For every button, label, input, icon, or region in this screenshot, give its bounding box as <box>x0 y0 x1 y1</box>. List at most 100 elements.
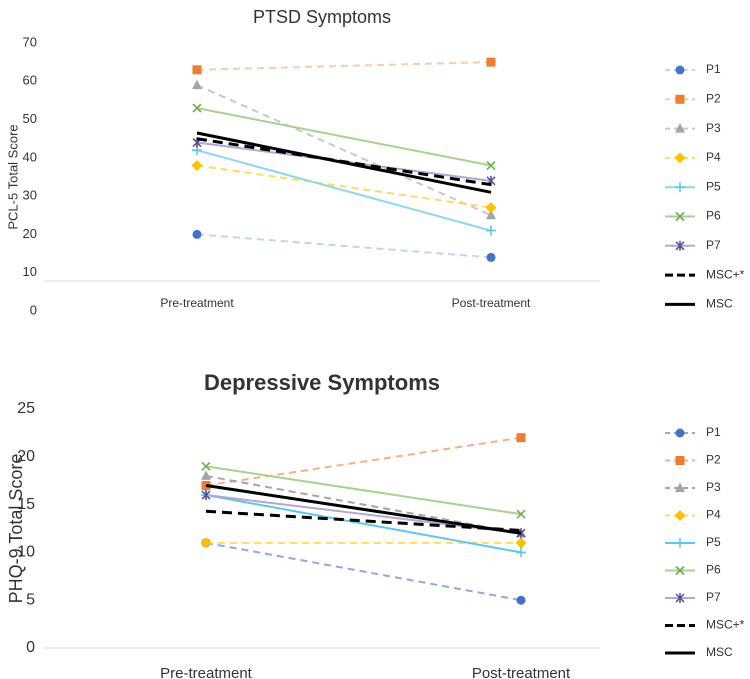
series-line <box>205 436 522 487</box>
legend-label: P5 <box>706 179 721 193</box>
y-tick-label: 60 <box>23 73 37 88</box>
series-p1 <box>192 229 496 262</box>
y-axis-label: PCL-5 Total Score <box>5 124 20 229</box>
y-tick-label: 5 <box>26 591 35 608</box>
legend-label: P7 <box>706 590 721 604</box>
legend-marker <box>674 510 686 521</box>
y-tick-label: 40 <box>23 149 37 164</box>
legend-label: MSC+* <box>706 618 745 632</box>
y-tick-label: 25 <box>17 400 35 417</box>
y-tick-label: 10 <box>17 544 35 561</box>
chart-title: PTSD Symptoms <box>253 7 391 27</box>
legend-marker <box>674 152 686 164</box>
series-line <box>205 509 522 532</box>
series-p3 <box>192 79 496 220</box>
legend-label: MSC+* <box>706 267 745 281</box>
y-tick-label: 0 <box>26 639 35 656</box>
data-point <box>201 461 211 471</box>
legend-marker <box>675 565 685 576</box>
data-point <box>486 160 496 171</box>
y-tick-label: 70 <box>23 34 37 49</box>
x-tick-label: Pre-treatment <box>160 296 234 310</box>
legend-label: P1 <box>706 425 721 439</box>
legend-marker <box>675 538 685 548</box>
y-tick-label: 15 <box>17 496 35 513</box>
series-line <box>205 494 522 554</box>
legend-label: P7 <box>706 238 721 252</box>
y-tick-label: 0 <box>30 302 37 317</box>
data-point <box>192 79 202 90</box>
data-point <box>200 537 212 549</box>
legend-label: P2 <box>706 453 721 467</box>
legend-label: P6 <box>706 563 721 577</box>
series-line <box>196 131 492 194</box>
data-point <box>486 209 496 220</box>
legend-label: P5 <box>706 535 721 549</box>
y-tick-label: 20 <box>23 226 37 241</box>
legend-label: P3 <box>706 480 721 494</box>
legend-label: P3 <box>706 121 721 135</box>
series-line <box>196 164 492 209</box>
series-p4 <box>191 160 497 214</box>
series-line <box>205 541 522 602</box>
x-tick-label: Post-treatment <box>472 665 571 679</box>
series-msc <box>205 509 522 532</box>
y-tick-label: 50 <box>23 111 37 126</box>
legend-label: P6 <box>706 209 721 223</box>
y-tick-label: 20 <box>17 448 35 465</box>
y-tick-label: 30 <box>23 188 37 203</box>
legend-marker <box>675 182 685 193</box>
legend: P1 P2 P3 P4 P5 P6 P7 MSC+* MSC <box>665 62 745 311</box>
series-line <box>205 474 522 535</box>
data-point <box>192 65 202 75</box>
series-p2 <box>192 57 496 75</box>
series-line <box>196 233 492 259</box>
y-axis-label: PHQ-9 Total Score <box>6 454 26 604</box>
legend-label: P4 <box>706 508 721 522</box>
data-point <box>486 252 496 262</box>
chart-title: Depressive Symptoms <box>204 370 440 395</box>
data-point <box>201 470 211 480</box>
y-tick-label: 10 <box>23 264 37 279</box>
depressive-chart: Depressive Symptoms 0 5 10 15 20 25 PHQ-9 Total… <box>6 370 745 679</box>
series-msc <box>205 483 522 535</box>
data-point <box>485 202 497 214</box>
series-p5 <box>192 145 496 236</box>
x-tick-label: Pre-treatment <box>160 665 253 679</box>
data-point <box>201 490 211 501</box>
series-line <box>205 483 522 535</box>
ptsd-chart: PTSD Symptoms 0 10 20 30 40 50 60 70 PCL-5 Total … <box>5 7 744 318</box>
legend-label: P4 <box>706 150 721 164</box>
data-point <box>515 537 527 549</box>
series-line <box>196 107 492 167</box>
data-point <box>191 160 203 172</box>
legend-marker <box>675 456 685 465</box>
series-p4 <box>200 537 527 549</box>
series-p7 <box>201 490 526 539</box>
series-p6 <box>192 103 496 171</box>
legend-label: P1 <box>706 62 721 76</box>
legend-marker <box>675 240 685 251</box>
legend-marker <box>675 428 685 438</box>
series-line <box>196 61 492 71</box>
data-point <box>516 547 526 558</box>
legend-marker <box>675 65 685 75</box>
legend-marker <box>675 94 685 104</box>
legend-marker <box>675 482 685 492</box>
series-line <box>205 465 522 516</box>
series-p2 <box>201 433 526 490</box>
data-point <box>486 225 496 236</box>
data-point <box>192 229 202 239</box>
series-line <box>196 84 492 217</box>
legend-label: MSC <box>706 297 733 311</box>
legend-marker <box>675 593 685 603</box>
legend-marker <box>675 123 685 133</box>
legend: P1 P2 P3 P4 P5 P6 P7 MSC+* MSC <box>665 425 745 659</box>
data-point <box>486 57 496 67</box>
data-point <box>192 103 202 113</box>
legend-label: P2 <box>706 91 721 105</box>
data-point <box>516 595 526 605</box>
series-line <box>196 149 492 232</box>
data-point <box>516 509 526 519</box>
